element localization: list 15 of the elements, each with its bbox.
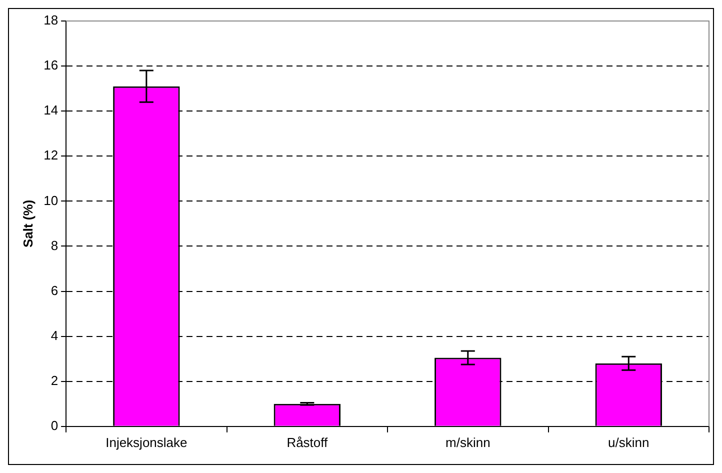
x-tick-label: Injeksjonslake (106, 434, 188, 450)
y-axis-title: Salt (%) (20, 200, 36, 248)
y-tick-label: 16 (44, 58, 58, 73)
y-tick-label: 10 (44, 192, 58, 208)
y-tick-label: 0 (50, 418, 58, 433)
x-tick-label: u/skinn (608, 434, 650, 450)
y-tick-label: 8 (50, 238, 58, 253)
y-tick-label: 12 (44, 148, 58, 163)
y-tick-label: 2 (50, 372, 58, 388)
y-tick-label: 4 (50, 328, 58, 343)
x-tick-label: Råstoff (286, 434, 328, 450)
y-tick-label: 18 (44, 12, 58, 28)
y-tick-label: 14 (44, 102, 58, 118)
x-tick-label: m/skinn (446, 434, 490, 450)
y-tick-label: 6 (50, 282, 58, 298)
